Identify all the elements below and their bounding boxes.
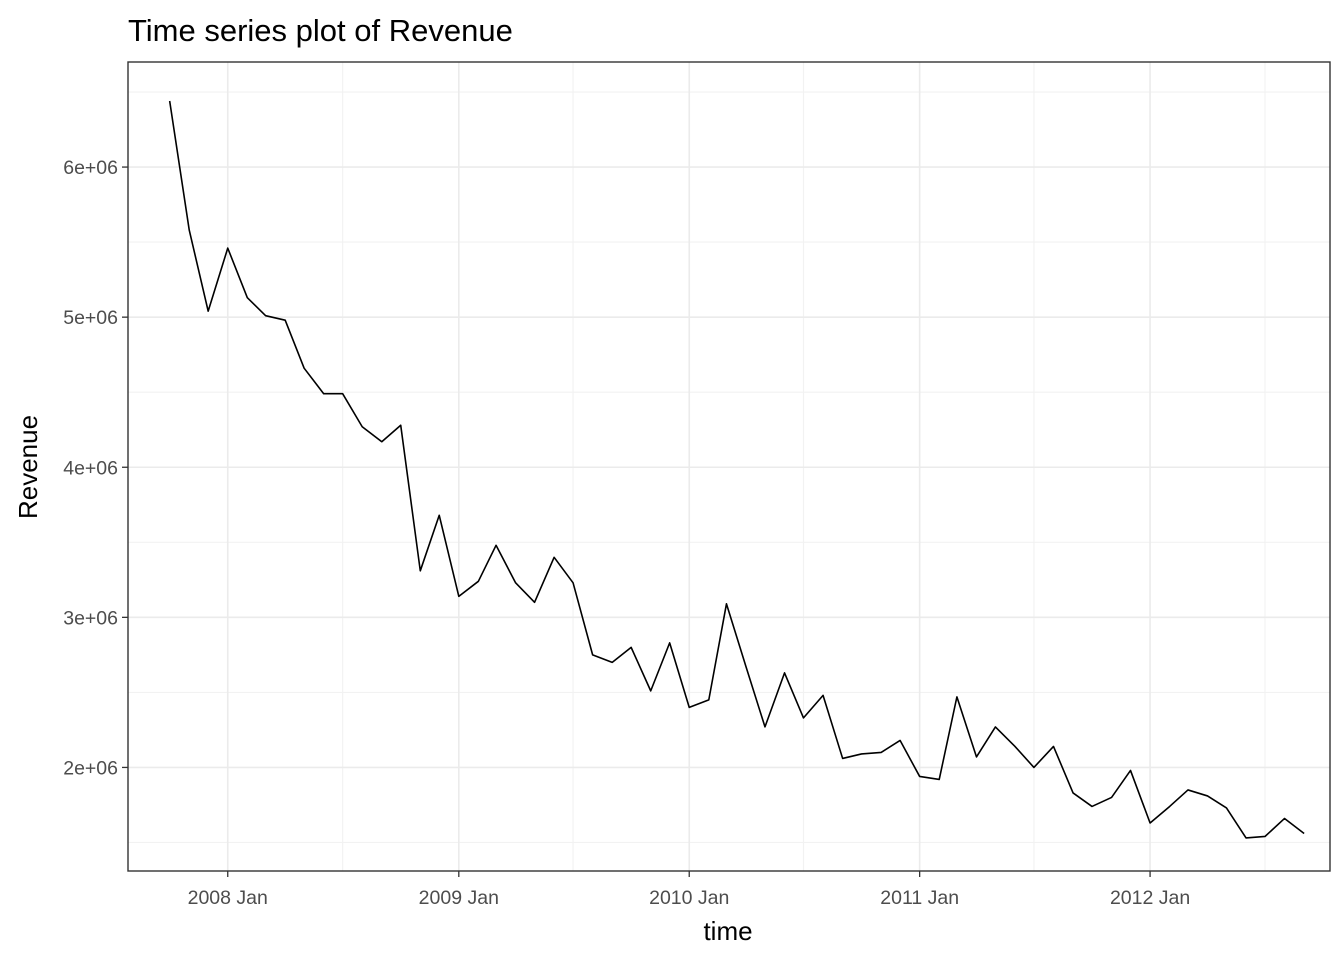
chart-title: Time series plot of Revenue xyxy=(128,13,513,48)
y-tick-label: 3e+06 xyxy=(63,607,118,629)
x-tick-label: 2008 Jan xyxy=(188,887,268,909)
x-tick-label: 2012 Jan xyxy=(1110,887,1190,909)
x-tick-label: 2011 Jan xyxy=(880,887,959,909)
series-layer xyxy=(168,100,1305,839)
x-tick-label: 2010 Jan xyxy=(649,887,729,909)
y-axis: 2e+06 3e+06 4e+06 5e+06 6e+06 xyxy=(63,157,128,779)
x-axis-title: time xyxy=(703,916,752,946)
y-tick-label: 5e+06 xyxy=(63,307,118,329)
x-axis: 2008 Jan 2009 Jan 2010 Jan 2011 Jan 2012 Jan xyxy=(188,871,1190,909)
y-axis-title: Revenue xyxy=(13,415,43,519)
y-tick-label: 6e+06 xyxy=(63,157,118,179)
x-tick-label: 2009 Jan xyxy=(419,887,499,909)
panel-border xyxy=(127,61,1331,872)
major-gridlines xyxy=(128,62,1330,871)
y-tick-label: 2e+06 xyxy=(63,757,118,779)
series-line xyxy=(168,100,1305,839)
y-tick-label: 4e+06 xyxy=(63,457,118,479)
